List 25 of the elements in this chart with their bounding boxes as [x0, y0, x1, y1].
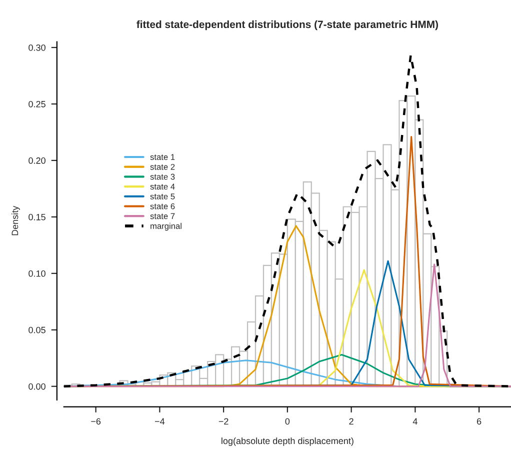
- y-tick-label: 0.15: [28, 214, 46, 220]
- x-axis-title: log(absolute depth displacement): [222, 437, 354, 446]
- x-tick-label: −4: [154, 418, 165, 424]
- y-tick-label: 0.00: [28, 383, 46, 390]
- legend-label: state 3: [150, 174, 175, 180]
- legend-label: state 5: [150, 194, 175, 200]
- x-tick-label: −2: [218, 418, 228, 424]
- y-axis-title: Density: [12, 206, 20, 236]
- y-tick-label: 0.25: [28, 100, 46, 108]
- legend-label: state 1: [150, 154, 175, 160]
- y-tick-label: 0.10: [28, 270, 46, 277]
- x-tick-label: 6: [477, 418, 482, 425]
- legend-label: state 4: [150, 184, 175, 190]
- chart-title: fitted state-dependent distributions (7-state parametric HMM): [136, 20, 438, 30]
- x-tick-label: 2: [349, 418, 354, 424]
- y-tick-label: 0.05: [28, 326, 46, 334]
- legend-label: marginal: [150, 222, 182, 231]
- legend-label: state 2: [150, 164, 175, 170]
- legend-label: state 7: [150, 213, 175, 220]
- y-tick-label: 0.20: [28, 157, 46, 164]
- x-tick-label: −6: [91, 418, 101, 425]
- x-tick-label: 0: [285, 418, 290, 425]
- legend-label: state 6: [150, 203, 175, 210]
- y-tick-label: 0.30: [28, 44, 46, 51]
- x-tick-label: 4: [412, 418, 418, 424]
